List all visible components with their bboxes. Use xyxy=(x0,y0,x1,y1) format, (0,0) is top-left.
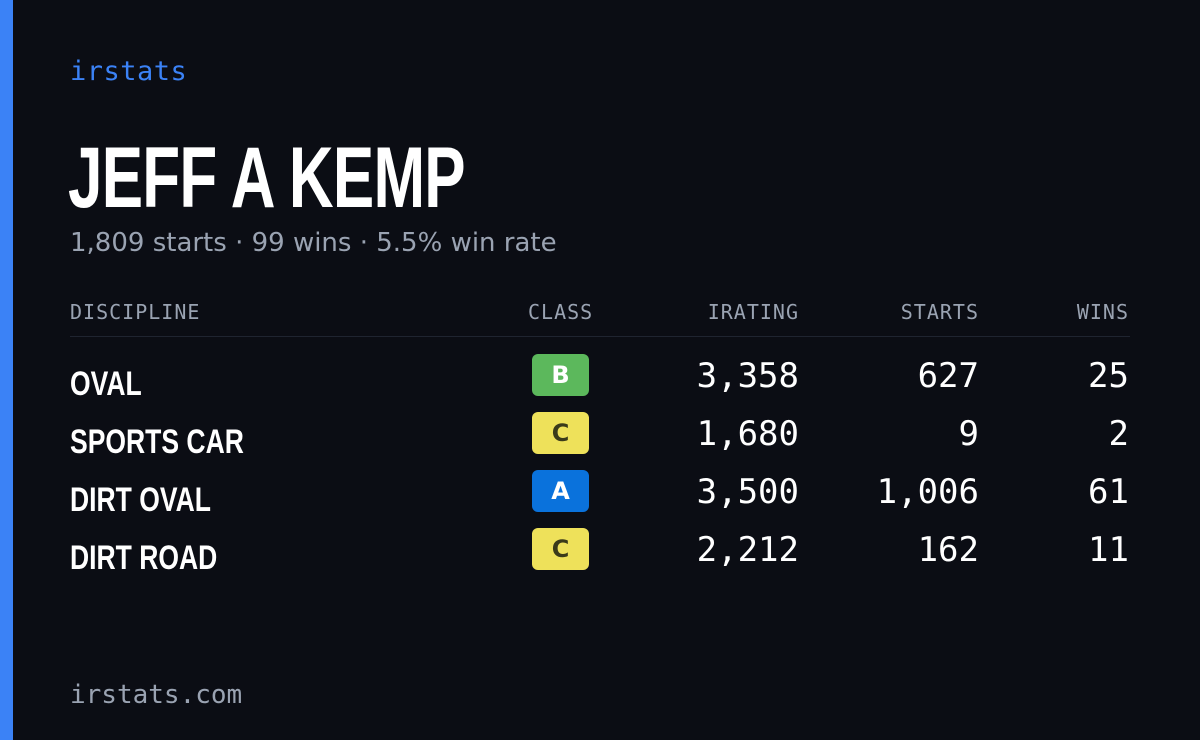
table-row: DIRT OVAL A 3,500 1,006 61 xyxy=(70,466,1130,524)
accent-bar xyxy=(0,0,13,740)
wins-value: 61 xyxy=(1088,472,1129,512)
wins-value: 25 xyxy=(1088,356,1129,396)
header-class: CLASS xyxy=(528,300,594,324)
driver-name: JEFF A KEMP xyxy=(68,130,466,226)
table-row: OVAL B 3,358 627 25 xyxy=(70,350,1130,408)
irating-value: 1,680 xyxy=(696,414,799,454)
starts-value: 162 xyxy=(917,530,979,570)
irating-value: 2,212 xyxy=(696,530,799,570)
header-irating: IRATING xyxy=(707,300,799,324)
driver-summary: 1,809 starts · 99 wins · 5.5% win rate xyxy=(70,228,557,258)
discipline-label: OVAL xyxy=(70,365,142,403)
irating-value: 3,500 xyxy=(696,472,799,512)
discipline-label: DIRT OVAL xyxy=(70,481,211,519)
class-badge: A xyxy=(532,470,589,512)
table-header: DISCIPLINE CLASS IRATING STARTS WINS xyxy=(70,298,1130,337)
table-row: DIRT ROAD C 2,212 162 11 xyxy=(70,524,1130,582)
starts-value: 627 xyxy=(917,356,979,396)
class-badge: C xyxy=(532,412,589,454)
class-badge: B xyxy=(532,354,589,396)
class-badge: C xyxy=(532,528,589,570)
discipline-label: SPORTS CAR xyxy=(70,423,244,461)
discipline-label: DIRT ROAD xyxy=(70,539,218,577)
header-wins: WINS xyxy=(1076,300,1129,324)
header-starts: STARTS xyxy=(900,300,979,324)
starts-value: 1,006 xyxy=(876,472,979,512)
footer-domain: irstats.com xyxy=(70,680,243,710)
header-discipline: DISCIPLINE xyxy=(70,300,201,324)
table-row: SPORTS CAR C 1,680 9 2 xyxy=(70,408,1130,466)
brand-logo-text: irstats xyxy=(70,56,188,87)
wins-value: 2 xyxy=(1108,414,1129,454)
irating-value: 3,358 xyxy=(696,356,799,396)
starts-value: 9 xyxy=(958,414,979,454)
wins-value: 11 xyxy=(1088,530,1129,570)
